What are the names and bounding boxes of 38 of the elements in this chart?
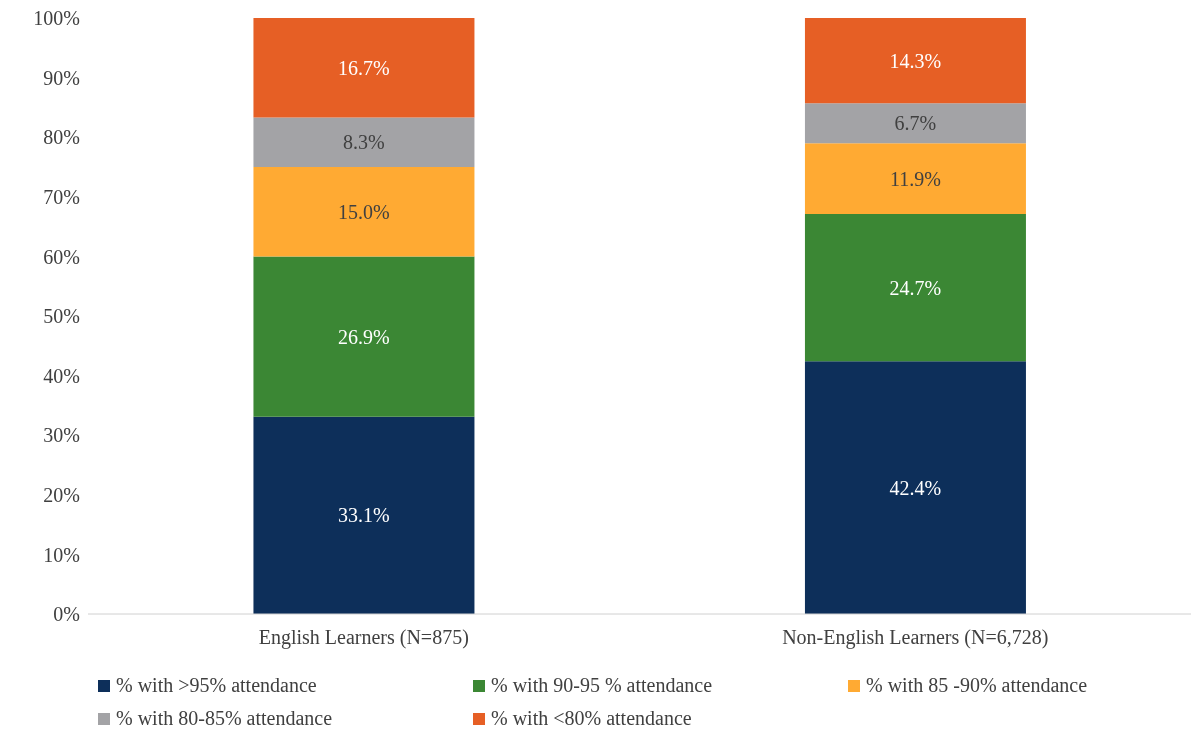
data-label: 33.1% [338, 504, 390, 527]
y-tick-label: 10% [43, 543, 80, 566]
y-tick-label: 20% [43, 483, 80, 506]
y-tick-label: 60% [43, 245, 80, 268]
y-tick-label: 100% [33, 7, 80, 30]
bar [804, 361, 1026, 614]
bar [804, 143, 1026, 215]
data-label: 6.7% [894, 112, 937, 135]
legend-label: % with >95% attendance [116, 674, 317, 697]
x-tick-label: Non-English Learners (N=6,728) [782, 626, 1049, 650]
bar [804, 103, 1026, 144]
y-tick-label: 0% [53, 603, 80, 626]
data-label: 24.7% [889, 276, 942, 299]
y-tick-label: 90% [43, 66, 80, 89]
bar [253, 18, 475, 118]
bar [253, 167, 475, 257]
data-label: 15.0% [338, 200, 390, 223]
bar [253, 256, 475, 417]
y-tick-label: 70% [43, 185, 80, 208]
bar [804, 18, 1026, 104]
y-tick-label: 80% [43, 126, 80, 149]
x-tick-label: English Learners (N=875) [258, 626, 469, 650]
data-label: 16.7% [338, 56, 390, 79]
y-tick-label: 50% [43, 305, 80, 328]
data-label: 26.9% [338, 325, 390, 348]
data-label: 14.3% [889, 49, 942, 72]
bar [253, 117, 475, 167]
legend-label: % with 90-95 % attendance [491, 674, 713, 697]
legend-label: % with <80% attendance [491, 707, 692, 730]
data-label: 42.4% [889, 476, 942, 499]
legend-label: % with 85 -90% attendance [866, 674, 1088, 697]
bar [253, 416, 475, 614]
data-label: 11.9% [889, 167, 941, 190]
bar [804, 214, 1026, 362]
y-tick-label: 40% [43, 364, 80, 387]
legend-label: % with 80-85% attendance [116, 707, 333, 730]
y-tick-label: 30% [43, 424, 80, 447]
data-label: 8.3% [343, 131, 385, 154]
